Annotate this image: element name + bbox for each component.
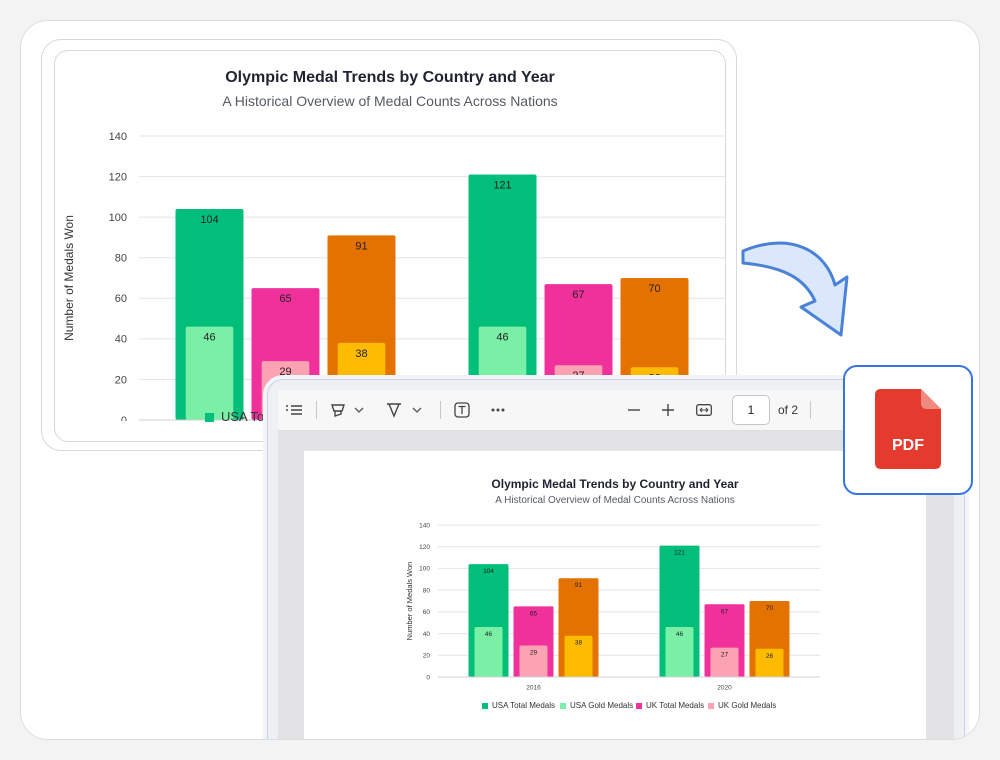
x-tick-label: 2016 [526,685,541,692]
y-tick-label: 0 [426,674,430,681]
total-bar-label: 121 [674,550,685,557]
legend-swatch [708,702,714,709]
legend-label: USA Tot [221,409,268,424]
legend-swatch [636,702,642,709]
highlight-icon[interactable] [328,400,348,420]
y-tick-label: 80 [423,587,431,594]
legend-label: UK Gold Medals [718,701,777,710]
y-tick-label: 100 [109,212,127,224]
legend-swatch [482,702,488,709]
page-count: of 2 [778,403,799,417]
gold-bar-label: 26 [766,653,774,660]
zoom-in-icon[interactable] [658,400,678,420]
page-chart-subtitle: A Historical Overview of Medal Counts Ac… [495,495,735,506]
total-bar-label: 104 [483,568,494,575]
y-axis-label: Number of Medals Won [405,562,414,641]
legend-label: USA Total Medals [492,701,555,710]
y-tick-label: 40 [423,631,431,638]
y-tick-label: 20 [115,374,127,386]
y-tick-label: 100 [419,566,430,573]
pdf-badge: PDF [843,365,973,495]
chart-subtitle: A Historical Overview of Medal Counts Ac… [222,93,558,109]
document-area[interactable]: Olympic Medal Trends by Country and Year… [278,431,954,739]
pdf-label: PDF [892,437,924,454]
total-bar-label: 70 [766,605,774,612]
gold-bar-label: 38 [355,348,367,360]
gold-bar [519,645,548,677]
divider [316,401,317,419]
legend-item: USA Gold Medals [560,701,633,710]
legend-item-partial: USA Tot [205,409,268,424]
total-bar-label: 91 [355,240,367,252]
draw-icon[interactable] [384,400,404,420]
total-bar-label: 67 [721,608,729,615]
total-bar-label: 67 [572,289,584,301]
divider [440,401,441,419]
divider [810,401,811,419]
y-tick-label: 40 [115,334,127,346]
gold-bar [755,648,784,677]
chart-title: Olympic Medal Trends by Country and Year [225,69,555,86]
gold-bar-label: 29 [530,650,538,657]
legend-label: USA Gold Medals [570,701,634,710]
y-tick-label: 20 [423,653,431,660]
y-tick-label: 140 [419,522,430,529]
pdf-file-icon [875,389,941,469]
page-chart-title: Olympic Medal Trends by Country and Year [491,477,739,491]
fit-width-icon[interactable] [692,400,716,420]
pdf-viewer: 1 of 2 Olympic Medal Trends by Country a… [267,379,965,739]
legend-item: UK Total Medals [636,701,704,710]
legend-swatch [205,413,214,423]
gold-bar-label: 46 [203,332,215,344]
chevron-down-icon[interactable] [352,400,366,420]
total-bar-label: 70 [648,283,660,295]
page-number-input[interactable]: 1 [732,395,770,425]
legend-swatch [560,702,566,709]
gold-bar [564,635,593,677]
legend-label: UK Total Medals [646,701,705,710]
gold-bar [710,647,739,677]
page-chart: 0 20 40 60 80 100 120 140 Number of Medals Won 10… [405,522,820,692]
text-box-icon[interactable] [452,400,472,420]
gold-bar [474,627,503,677]
list-icon[interactable] [284,400,304,420]
total-bar-label: 121 [493,180,511,192]
large-chart: 0 20 40 60 80 100 120 140 Number of Medals Won 10… [62,131,725,421]
viewer-toolbar: 1 of 2 [278,390,954,431]
x-tick-label: 2020 [717,685,732,692]
chevron-down-icon[interactable] [410,400,424,420]
app-frame: Olympic Medal Trends by Country and Year… [20,20,980,740]
y-tick-label: 120 [109,171,127,183]
y-axis-label: Number of Medals Won [62,215,76,341]
total-bar-label: 65 [530,610,538,617]
y-tick-label: 80 [115,253,127,265]
zoom-out-icon[interactable] [624,400,644,420]
gold-bar-label: 29 [279,366,291,378]
gold-bar [185,326,234,420]
y-tick-label: 0 [121,415,127,421]
y-tick-label: 140 [109,131,127,143]
gold-bar [665,627,694,677]
total-bar-label: 65 [279,293,291,305]
pdf-page: Olympic Medal Trends by Country and Year… [304,451,926,739]
total-bar-label: 104 [200,214,218,226]
y-tick-label: 120 [419,544,430,551]
gold-bar-label: 46 [496,332,508,344]
gold-bar-label: 27 [721,652,729,659]
gold-bar-label: 46 [485,631,493,638]
y-tick-label: 60 [423,609,431,616]
curved-arrow-icon [741,241,849,337]
total-bar-label: 91 [575,582,583,589]
y-tick-label: 60 [115,293,127,305]
more-icon[interactable] [488,400,508,420]
gold-bar-label: 46 [676,631,684,638]
gold-bar-label: 38 [575,640,583,647]
legend-item: USA Total Medals [482,701,555,710]
legend-item: UK Gold Medals [708,701,776,710]
